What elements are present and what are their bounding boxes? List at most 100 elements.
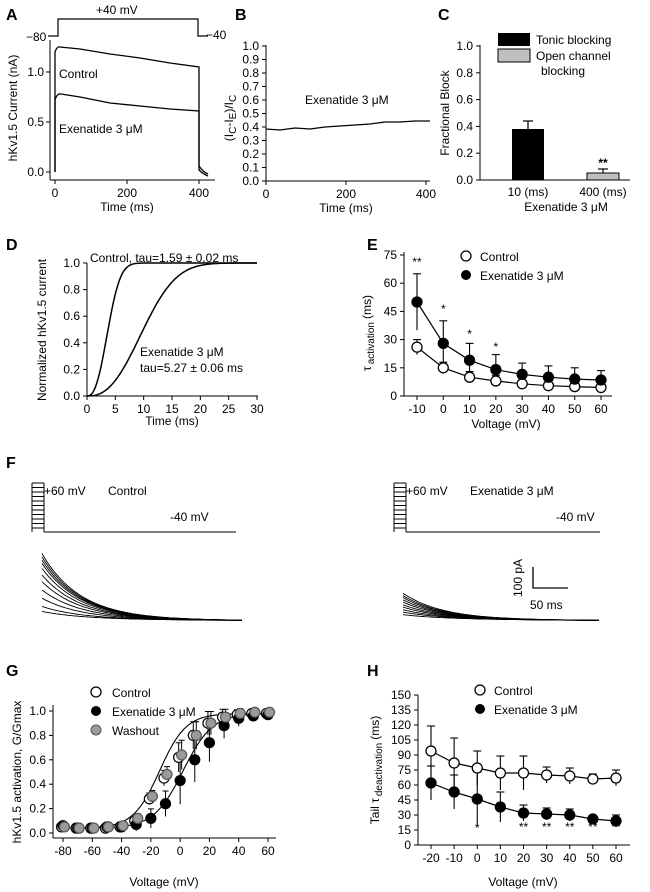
exenatide-title: Exenatide 3 μM <box>470 484 554 498</box>
exenatide-activation-curve <box>87 262 257 397</box>
panel-e-label: E <box>367 237 378 254</box>
panel-h-x-ticks: -20 -10 0 10 20 30 40 50 60 <box>422 845 623 865</box>
x-tick-label: 200 <box>117 186 137 200</box>
tail-current-trace <box>41 581 242 621</box>
washout-point <box>117 820 129 832</box>
legend-exenatide: Exenatide 3 μM <box>494 703 578 717</box>
panel-d: D 0.0 0.2 0.4 0.6 0.8 1.0 0 5 10 15 20 25 30 Time (… <box>6 237 264 428</box>
x-tick-label: -20 <box>422 851 440 865</box>
control-point <box>463 371 476 383</box>
y-axis-label: hKv1.5 Current (nA) <box>6 55 20 162</box>
x-tick-label: 15 <box>165 402 179 416</box>
x-tick-label: 40 <box>563 851 577 865</box>
control-point <box>516 378 528 390</box>
washout-point <box>219 711 232 723</box>
y-axis-label: Normalized hKv1.5 current <box>35 258 49 401</box>
significance-marker: * <box>494 340 499 354</box>
exenatide-point <box>516 368 528 381</box>
y-tick-label: 105 <box>391 733 411 747</box>
exenatide-point <box>542 371 555 383</box>
exenatide-point <box>587 813 599 825</box>
y-tick-label: 0.2 <box>242 147 259 161</box>
y-tick-label: 0.4 <box>29 777 46 791</box>
y-axis-label: τactivation(ms) <box>360 295 377 371</box>
exenatide-point <box>540 808 553 820</box>
legend-marker-exenatide <box>475 704 485 714</box>
panel-e: E 0 15 30 45 60 75 -10 0 10 20 30 40 50 60 Voltage (… <box>360 237 612 431</box>
y-tick-label: 0.6 <box>29 753 46 767</box>
control-voltage-protocol <box>31 482 236 533</box>
significance-marker: * <box>467 327 472 341</box>
control-point <box>490 375 502 387</box>
y-tick-label: 0.0 <box>29 826 46 840</box>
y-tick-label: 0.3 <box>242 134 259 148</box>
significance-marker: ** <box>542 820 552 834</box>
x-tick-label: 0 <box>263 187 270 201</box>
exenatide-point <box>189 754 201 766</box>
panel-g-y-ticks: 0.0 0.2 0.4 0.6 0.8 1.0 <box>29 704 53 840</box>
control-point <box>411 341 423 353</box>
tail-current-trace <box>41 556 242 621</box>
exenatide-annotation: Exenatide 3 μM <box>140 345 224 359</box>
protocol-step-label: +40 mV <box>96 3 138 17</box>
protocol-return-label: −40 <box>206 28 227 42</box>
panel-a: A −80 +40 mV −40 0.0 0.5 1.0 0 200 400 T… <box>6 3 227 214</box>
significance-marker: ** <box>611 820 621 834</box>
y-axis-label: Fractional Block <box>438 69 452 155</box>
exenatide-point <box>490 364 502 376</box>
y-tick-label: 0.1 <box>242 161 259 175</box>
x-tick-label: 10 <box>137 402 151 416</box>
washout-point <box>146 790 158 803</box>
y-axis-label: (IC-IE)/IC <box>222 95 239 142</box>
panel-d-x-ticks: 0 5 10 15 20 25 30 <box>84 396 264 416</box>
y-tick-label: 0.0 <box>63 389 80 403</box>
exenatide-point <box>448 786 460 798</box>
y-tick-label: 0.6 <box>456 93 473 107</box>
scale-time-label: 50 ms <box>530 598 563 612</box>
exenatide-point <box>610 815 622 827</box>
washout-point <box>132 812 144 824</box>
control-point <box>564 770 576 782</box>
exenatide-step-label: +60 mV <box>406 484 448 498</box>
y-tick-label: 0 <box>404 838 411 852</box>
y-tick-label: 0 <box>390 389 397 403</box>
exenatide-point <box>517 807 530 819</box>
exenatide-point <box>564 809 576 821</box>
y-tick-label: 150 <box>391 688 411 702</box>
x-tick-label: 60 <box>594 402 608 416</box>
x-tick-label: 30 <box>515 402 529 416</box>
y-tick-label: 0.4 <box>242 120 259 134</box>
y-tick-label: 0.2 <box>456 146 473 160</box>
y-tick-label: 15 <box>398 823 412 837</box>
significance-marker: ** <box>598 156 608 170</box>
panel-g-label: G <box>6 663 18 680</box>
significance-marker: ** <box>412 255 422 269</box>
panel-e-y-ticks: 0 15 30 45 60 75 <box>384 248 404 403</box>
scale-current-label: 100 pA <box>511 559 525 597</box>
significance-marker: ** <box>519 820 529 834</box>
legend-marker-exenatide <box>461 270 471 280</box>
panel-b-label: B <box>235 7 247 24</box>
y-tick-label: 60 <box>384 276 398 290</box>
washout-point <box>58 821 71 833</box>
x-tick-label: -20 <box>142 844 160 858</box>
y-tick-label: 30 <box>384 333 398 347</box>
x-tick-label: 0 <box>474 851 481 865</box>
exenatide-point <box>494 801 507 813</box>
washout-point <box>234 707 246 720</box>
panel-f: F +60 mV Control -40 mV +60 mV Exenatide… <box>6 455 600 621</box>
panel-c-label: C <box>438 7 450 24</box>
x-tick-label: 400 <box>189 186 209 200</box>
washout-point <box>249 706 261 718</box>
panel-g-x-ticks: -80 -60 -40 -20 0 20 40 60 <box>54 838 275 858</box>
exenatide-tail-label: -40 mV <box>556 510 595 524</box>
washout-point <box>176 749 188 761</box>
panel-a-label: A <box>6 7 18 24</box>
control-point <box>471 762 483 774</box>
exenatide-point <box>411 296 423 308</box>
y-tick-label: 0.4 <box>63 336 80 350</box>
exenatide-point <box>595 374 607 386</box>
y-tick-label: 45 <box>398 793 412 807</box>
